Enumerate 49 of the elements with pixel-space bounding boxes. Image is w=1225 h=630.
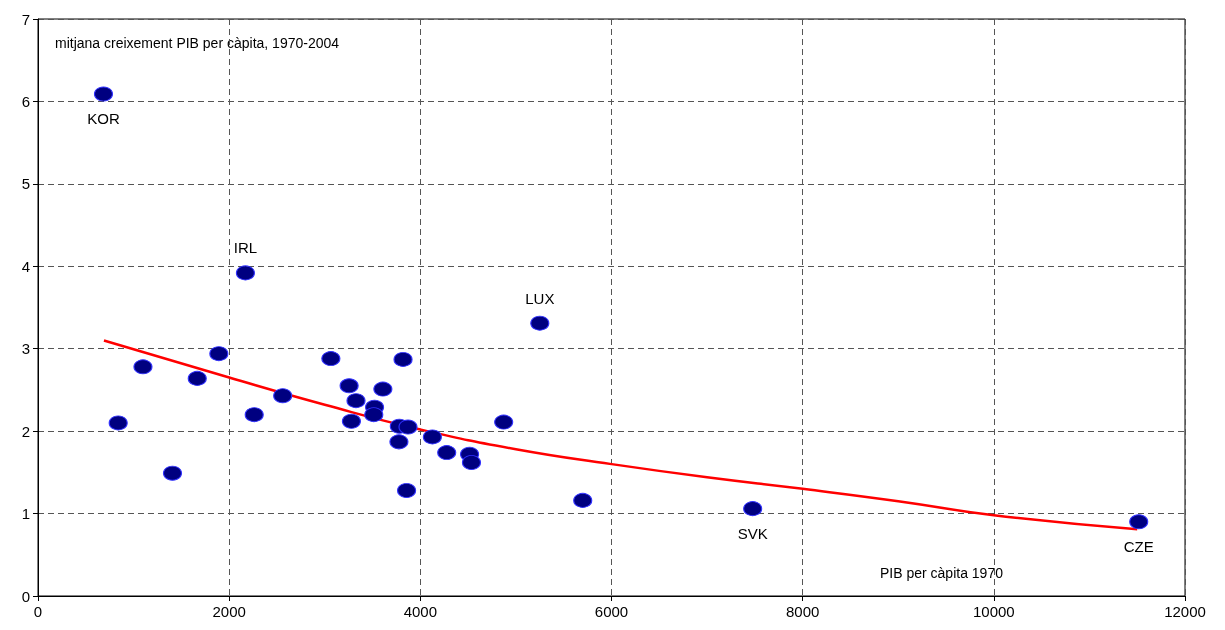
x-tick-label: 10000 <box>972 603 1015 620</box>
point <box>397 482 417 498</box>
x-tick-label: 4000 <box>403 603 438 620</box>
x-tick-label: 6000 <box>594 603 629 620</box>
point <box>393 351 413 367</box>
x-tick-label: 8000 <box>785 603 820 620</box>
x-axis-title: PIB per càpita 1970 <box>880 565 1004 581</box>
y-tick-label: 1 <box>21 505 30 523</box>
point <box>461 454 481 470</box>
point <box>244 407 264 423</box>
y-tick-label: 3 <box>21 340 30 358</box>
point <box>341 413 361 429</box>
point <box>187 370 207 386</box>
annotation: IRL <box>233 239 258 257</box>
y-tick-label: 4 <box>21 257 30 275</box>
y-tick-label: 0 <box>21 587 30 605</box>
point <box>743 501 763 517</box>
y-tick-label: 5 <box>21 175 30 193</box>
point <box>422 429 442 445</box>
point <box>346 393 366 409</box>
annotation: KOR <box>87 110 120 128</box>
point <box>373 381 393 397</box>
annotation: LUX <box>525 289 555 307</box>
x-tick-label: 0 <box>33 603 43 620</box>
x-tick-label: 2000 <box>212 603 246 620</box>
point <box>573 492 593 508</box>
point <box>235 265 255 281</box>
point <box>437 445 457 461</box>
point <box>530 315 550 331</box>
annotation: SVK <box>737 525 768 543</box>
point <box>133 359 153 375</box>
annotation: CZE <box>1123 538 1154 556</box>
point <box>398 419 418 435</box>
point <box>389 434 409 450</box>
point <box>321 351 341 367</box>
point <box>339 378 359 394</box>
y-tick-label: 7 <box>21 10 30 28</box>
y-tick-label: 2 <box>21 422 30 440</box>
point <box>273 388 293 404</box>
y-tick-label: 6 <box>21 92 30 110</box>
point <box>209 346 229 362</box>
point <box>494 414 514 430</box>
point <box>108 415 128 431</box>
point <box>364 407 384 423</box>
y-axis-title: mitjana creixement PIB per càpita, 1970-2004 <box>55 35 340 51</box>
x-tick-label: 12000 <box>1164 603 1206 620</box>
point <box>1129 514 1149 530</box>
point <box>163 465 182 481</box>
point <box>93 86 113 102</box>
